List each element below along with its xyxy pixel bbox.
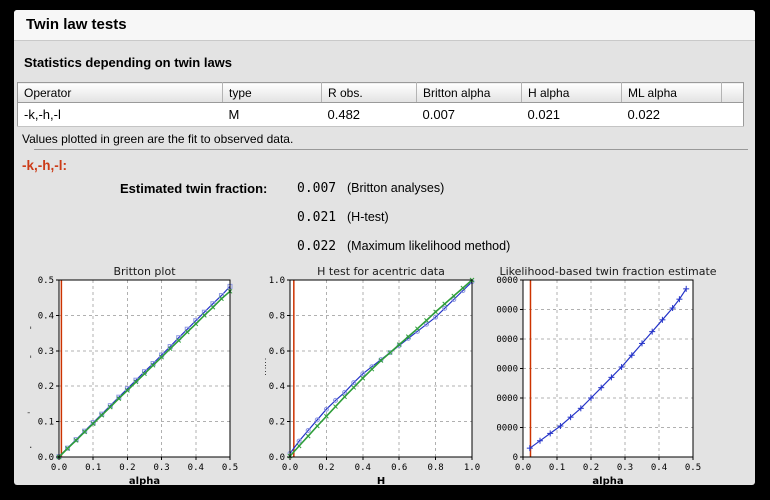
column-header-ml-alpha[interactable]: ML alpha	[621, 82, 722, 103]
column-header-r-obs-[interactable]: R obs.	[321, 82, 417, 103]
svg-text:1.0: 1.0	[464, 463, 480, 473]
svg-text:H test for acentric data: H test for acentric data	[317, 265, 445, 278]
svg-text:0.3: 0.3	[38, 347, 54, 357]
svg-text:Britton plot: Britton plot	[113, 265, 176, 278]
twin-law-heading: -k,-h,-l:	[22, 158, 67, 173]
svg-text:0.3: 0.3	[617, 463, 633, 473]
stats-table-cell[interactable]: -k,-h,-l	[17, 102, 223, 127]
column-header-h-alpha[interactable]: H alpha	[521, 82, 622, 103]
svg-text:0.8: 0.8	[427, 463, 443, 473]
svg-text:0.2: 0.2	[38, 382, 54, 392]
svg-text:': '	[28, 355, 33, 365]
column-header-britton-alpha[interactable]: Britton alpha	[416, 82, 522, 103]
page-title: Twin law tests	[26, 16, 127, 33]
svg-text:0.0: 0.0	[51, 463, 67, 473]
svg-text:0.1: 0.1	[85, 463, 101, 473]
app-window: Twin law tests Statistics depending on t…	[14, 10, 755, 485]
estimate-method: (Maximum likelihood method)	[347, 239, 511, 253]
svg-text:0000: 0000	[496, 276, 518, 286]
stats-table-cell[interactable]: 0.022	[621, 102, 722, 127]
svg-text:0.5: 0.5	[685, 463, 701, 473]
svg-text:0.0: 0.0	[282, 463, 298, 473]
column-header-operator[interactable]: Operator	[17, 82, 223, 103]
svg-text:': '	[28, 326, 33, 336]
svg-text:0000: 0000	[496, 306, 518, 316]
britton-plot-figure: 0.0 0.1 0.2 0.3 0.4 0.5 0.0 0.1 0.2 0.3 0.4 0.5 Brit…	[25, 265, 255, 485]
estimate-row: 0.021 (H-test)	[297, 209, 510, 225]
estimate-method: (H-test)	[347, 210, 389, 224]
svg-text:0.4: 0.4	[355, 463, 371, 473]
svg-text:Likelihood-based twin fraction: Likelihood-based twin fraction estimate	[499, 265, 716, 278]
stats-table-cell-filler	[721, 102, 744, 127]
svg-text:0.5: 0.5	[222, 463, 238, 473]
svg-text:.: .	[28, 441, 33, 451]
stats-table: Operator type R obs. Britton alpha H alpha ML…	[17, 82, 744, 127]
svg-text:0000: 0000	[496, 394, 518, 404]
column-header-type[interactable]: type	[222, 82, 322, 103]
stats-table-cell[interactable]: M	[222, 102, 322, 127]
svg-text:0.2: 0.2	[269, 418, 285, 428]
stats-table-cell[interactable]: 0.482	[321, 102, 417, 127]
svg-text:0.2: 0.2	[583, 463, 599, 473]
svg-text:1.0: 1.0	[269, 276, 285, 286]
svg-text:0.2: 0.2	[318, 463, 334, 473]
svg-text:H: H	[377, 476, 385, 485]
likelihood-plot-figure: 0.0 0.1 0.2 0.3 0.4 0.5 0 0000 0000 0000 0000 0000 0…	[494, 265, 724, 485]
estimate-value: 0.022	[297, 239, 337, 254]
svg-text:0.4: 0.4	[188, 463, 204, 473]
svg-text:0.0: 0.0	[269, 453, 285, 463]
svg-text:0.4: 0.4	[651, 463, 667, 473]
svg-text:0.4: 0.4	[38, 311, 54, 321]
svg-text:0.2: 0.2	[119, 463, 135, 473]
stats-table-cell[interactable]: 0.021	[521, 102, 622, 127]
estimated-twin-fraction-label: Estimated twin fraction:	[120, 181, 268, 196]
svg-text:0.1: 0.1	[549, 463, 565, 473]
estimate-method: (Britton analyses)	[347, 181, 445, 195]
estimate-row: 0.007 (Britton analyses)	[297, 180, 510, 196]
svg-text:0.0: 0.0	[515, 463, 531, 473]
window-titlebar: Twin law tests	[14, 10, 755, 41]
section-divider	[34, 149, 748, 150]
svg-text:0.1: 0.1	[38, 418, 54, 428]
svg-text:0000: 0000	[496, 335, 518, 345]
note-text: Values plotted in green are the fit to o…	[22, 132, 294, 146]
stats-table-row[interactable]: -k,-h,-l M 0.482 0.007 0.021 0.022	[17, 102, 744, 127]
estimate-value: 0.007	[297, 181, 337, 196]
svg-text:⋮: ⋮	[261, 358, 270, 368]
svg-text:0000: 0000	[496, 365, 518, 375]
estimate-row: 0.022 (Maximum likelihood method)	[297, 238, 510, 254]
svg-text:0000: 0000	[496, 424, 518, 434]
section-heading: Statistics depending on twin laws	[24, 55, 233, 70]
svg-text:0: 0	[513, 453, 518, 463]
svg-text:-: -	[26, 408, 31, 418]
h-test-plot-figure: 0.0 0.2 0.4 0.6 0.8 1.0 0.0 0.2 0.4 0.6 0.8 1.0 H te…	[258, 265, 492, 485]
svg-text:0.0: 0.0	[38, 453, 54, 463]
svg-text:0.3: 0.3	[153, 463, 169, 473]
svg-text:alpha: alpha	[592, 476, 623, 485]
estimate-value: 0.021	[297, 210, 337, 225]
svg-text:⋮: ⋮	[261, 367, 270, 377]
stats-table-cell[interactable]: 0.007	[416, 102, 522, 127]
svg-text:0.5: 0.5	[38, 276, 54, 286]
estimate-rows: 0.007 (Britton analyses) 0.021 (H-test) 0.02…	[297, 180, 510, 267]
svg-text:0.4: 0.4	[269, 382, 285, 392]
svg-text:0.6: 0.6	[391, 463, 407, 473]
column-header-filler	[721, 82, 744, 103]
svg-text:alpha: alpha	[129, 476, 160, 485]
svg-text:0.8: 0.8	[269, 311, 285, 321]
svg-text:0.6: 0.6	[269, 347, 285, 357]
